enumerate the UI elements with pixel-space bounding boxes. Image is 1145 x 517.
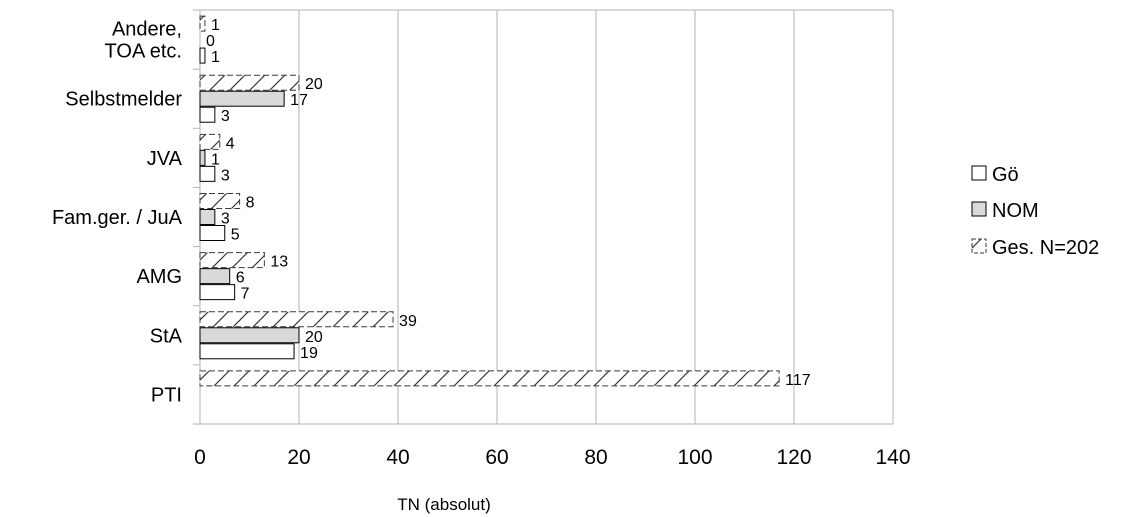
category-label: TOA etc. — [105, 41, 182, 63]
data-label: 3 — [221, 211, 230, 228]
data-label: 20 — [305, 76, 323, 93]
x-tick-label: 40 — [386, 446, 409, 469]
category-label: AMG — [136, 266, 182, 288]
data-label: 0 — [206, 33, 215, 50]
x-tick-label: 80 — [584, 446, 607, 469]
data-label: 117 — [785, 372, 811, 389]
bar-gö — [199, 106, 216, 123]
data-label: 20 — [305, 329, 323, 346]
bar-ges — [199, 74, 300, 91]
x-tick-label: 140 — [875, 446, 910, 469]
data-label: 4 — [226, 135, 235, 152]
data-label: 17 — [290, 92, 308, 109]
x-tick-label: 120 — [776, 446, 811, 469]
category-label: Andere, — [112, 19, 182, 41]
bar-ges — [199, 311, 394, 328]
category-label: JVA — [147, 148, 183, 170]
x-tick-label: 20 — [287, 446, 310, 469]
x-tick-label: 100 — [677, 446, 712, 469]
bar-gö — [199, 343, 295, 360]
category-label: PTI — [151, 384, 182, 406]
legend-label: NOM — [992, 200, 1039, 222]
data-label: 3 — [221, 167, 230, 184]
bar-nom — [199, 149, 206, 166]
data-label: 1 — [211, 151, 220, 168]
legend-swatch — [971, 238, 987, 254]
x-tick-label: 60 — [485, 446, 508, 469]
data-label: 1 — [211, 17, 220, 34]
bar-gö — [199, 165, 216, 182]
category-label: Selbstmelder — [65, 89, 182, 111]
bar-ges — [199, 15, 206, 32]
labels-layer: Andere,TOA etc. Selbstmelder JVA Fam.ger. /… — [52, 17, 811, 406]
bar-gö — [199, 225, 226, 241]
category-label: StA — [150, 325, 183, 347]
data-label: 8 — [246, 195, 255, 212]
bar-ges — [199, 252, 265, 269]
x-tick-label: 0 — [194, 446, 206, 469]
data-label: 19 — [300, 345, 318, 362]
data-label: 39 — [399, 313, 417, 330]
bar-nom — [199, 90, 285, 107]
category-label: Fam.ger. / JuA — [52, 207, 183, 229]
bars-layer — [199, 15, 780, 387]
legend-swatch — [971, 201, 987, 217]
bar-ges — [199, 193, 241, 209]
data-label: 6 — [236, 270, 245, 287]
bar-nom — [199, 327, 300, 344]
data-label: 13 — [270, 254, 288, 271]
bar-gö — [199, 284, 236, 301]
legend-label: Ges. N=202 — [992, 237, 1099, 259]
bar-ges — [199, 133, 221, 150]
plot-area: 0 20 40 60 80 100 120 140 — [193, 9, 911, 469]
data-label: 3 — [221, 108, 230, 125]
bar-gö — [199, 47, 206, 64]
bar-nom — [199, 209, 216, 225]
legend-swatch — [971, 165, 987, 181]
x-axis-title: TN (absolut) — [397, 495, 491, 514]
data-label: 1 — [211, 49, 220, 66]
bar-ges — [199, 370, 780, 387]
data-label: 5 — [231, 227, 240, 244]
legend-label: Gö — [992, 164, 1019, 186]
legend: Gö NOM Ges. N=202 — [971, 164, 1099, 259]
data-label: 7 — [241, 286, 250, 303]
bar-nom — [199, 268, 231, 285]
